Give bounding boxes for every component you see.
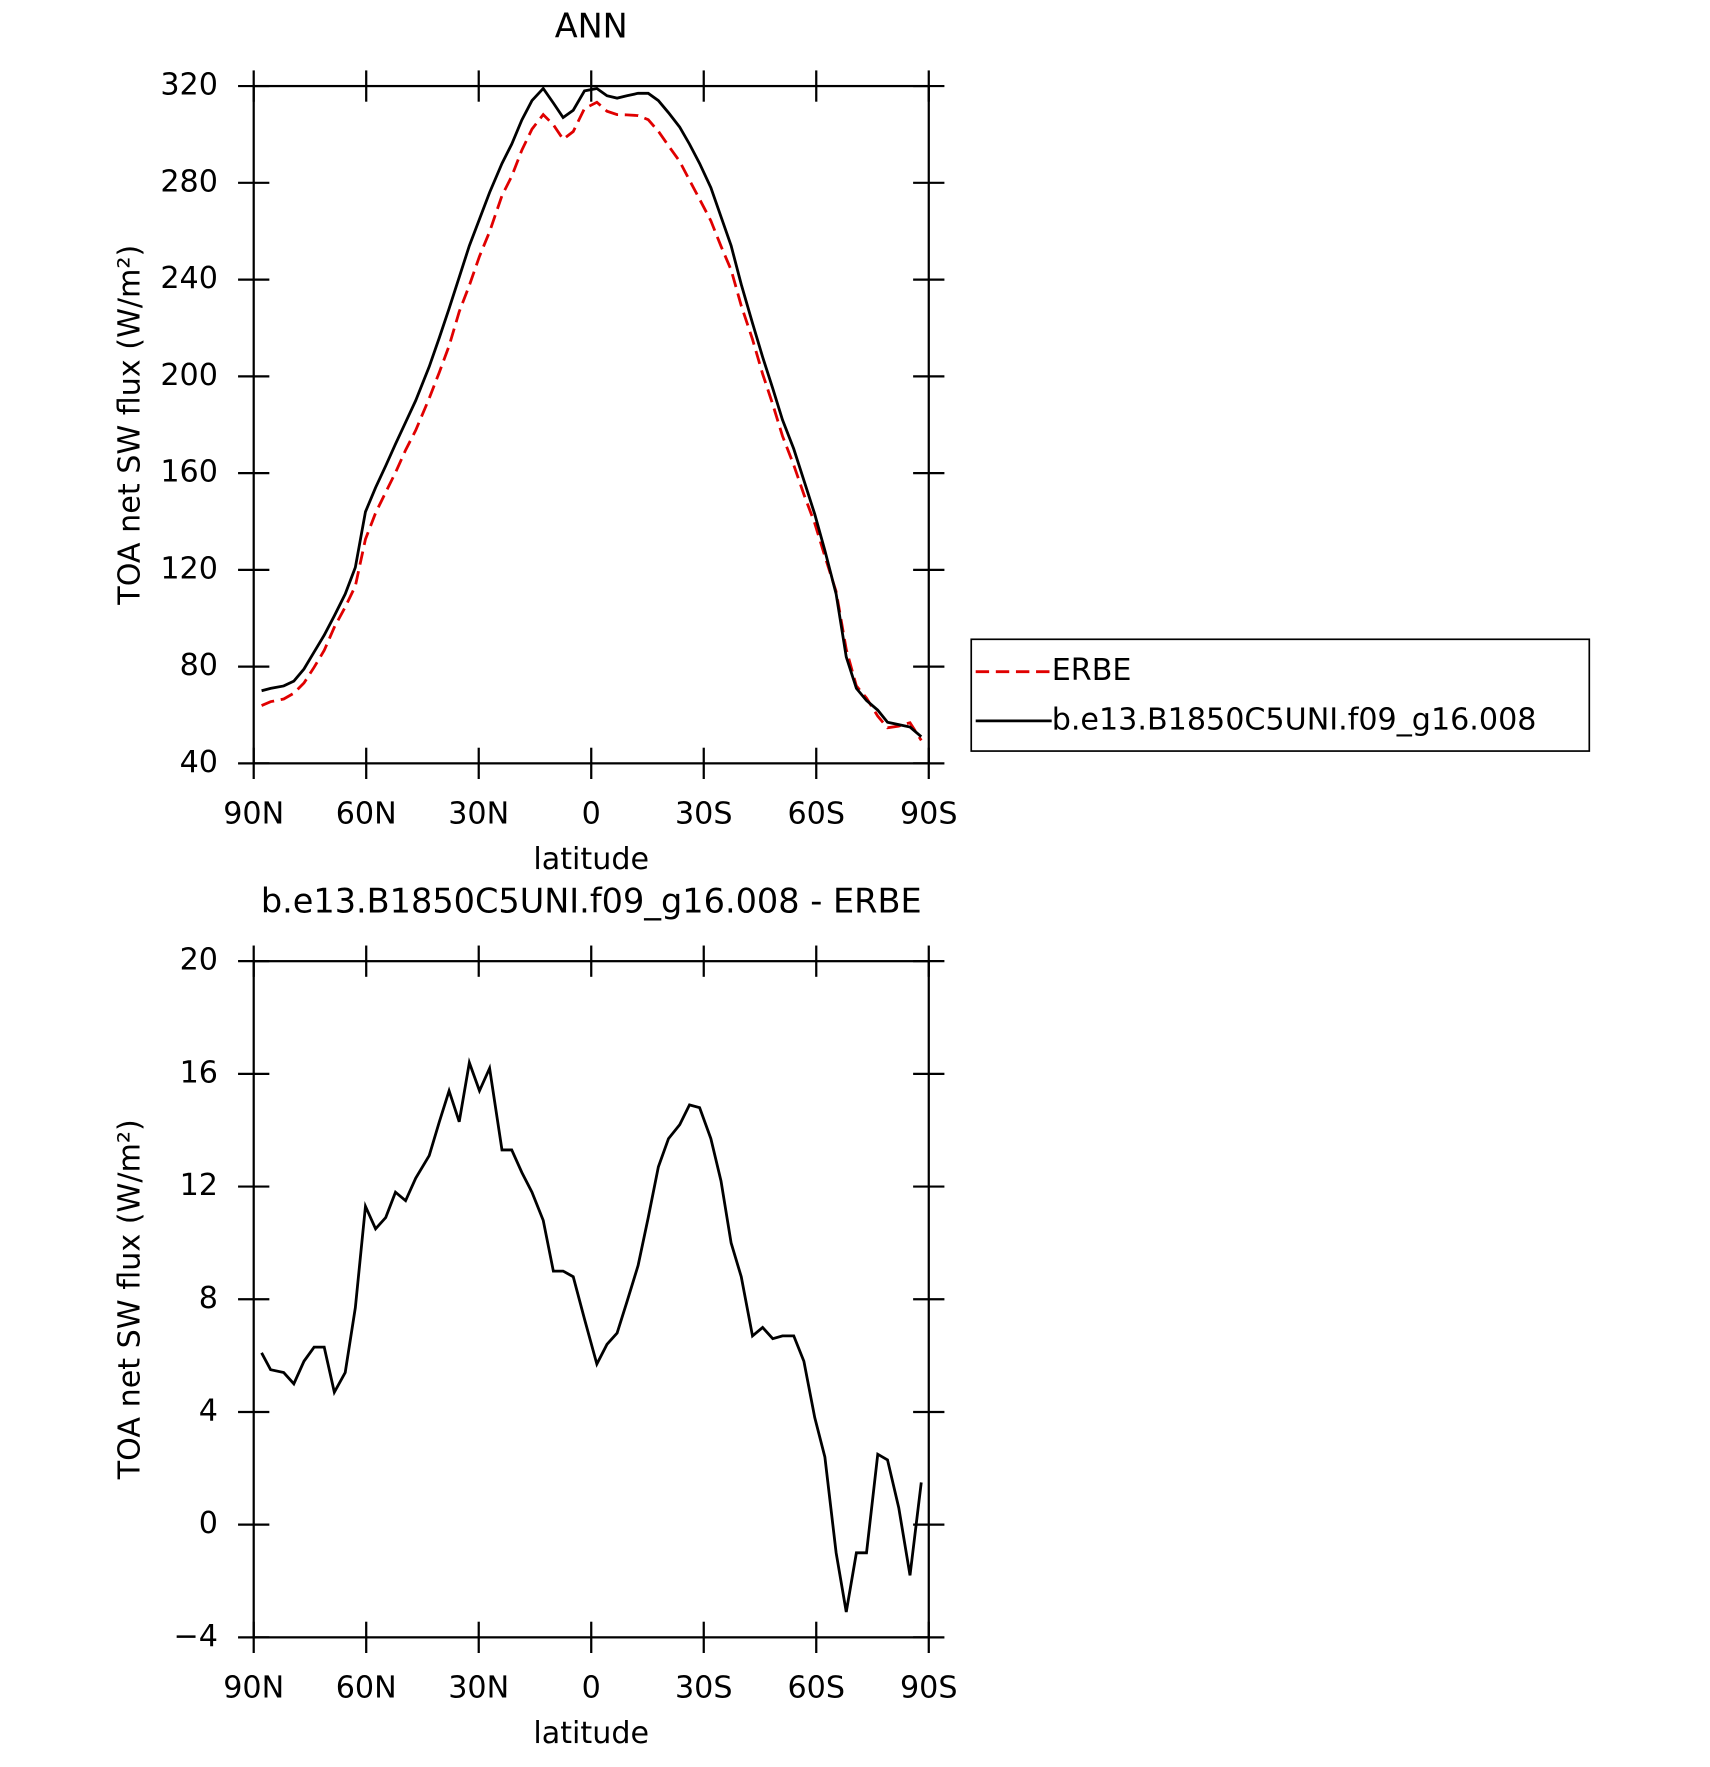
y-tick-label: 120 — [160, 551, 218, 586]
data-line — [261, 100, 923, 742]
x-tick-label: 90N — [223, 1670, 284, 1705]
y-tick-label: 12 — [180, 1168, 218, 1203]
x-tick-label: 0 — [582, 796, 601, 831]
y-tick-label: 8 — [199, 1281, 218, 1316]
y-tick-label: −4 — [173, 1619, 217, 1654]
x-axis-label: latitude — [533, 842, 649, 877]
x-tick-label: 0 — [582, 1670, 601, 1705]
x-tick-label: 60S — [787, 796, 845, 831]
chart-title: ANN — [555, 6, 628, 45]
legend-box — [970, 638, 1591, 752]
x-tick-label: 30S — [675, 796, 733, 831]
x-tick-label: 30N — [448, 1670, 509, 1705]
y-tick-label: 240 — [160, 261, 218, 296]
legend-label: b.e13.B1850C5UNI.f09_g16.008 — [1052, 702, 1537, 737]
x-tick-label: 30N — [448, 796, 509, 831]
x-axis-label: latitude — [533, 1716, 649, 1751]
y-tick-label: 200 — [160, 358, 218, 393]
x-tick-label: 90S — [900, 796, 958, 831]
chart-title: b.e13.B1850C5UNI.f09_g16.008 - ERBE — [261, 882, 922, 921]
plot-frame — [252, 84, 930, 765]
x-tick-label: 90S — [900, 1670, 958, 1705]
y-axis-label: TOA net SW flux (W/m²) — [112, 1119, 147, 1480]
y-tick-label: 80 — [180, 648, 218, 683]
y-tick-label: 0 — [199, 1506, 218, 1541]
y-tick-label: 280 — [160, 164, 218, 199]
x-tick-label: 60N — [336, 1670, 397, 1705]
x-tick-label: 60N — [336, 796, 397, 831]
y-tick-label: 320 — [160, 68, 218, 103]
data-line — [261, 86, 923, 738]
y-tick-label: 40 — [180, 745, 218, 780]
data-line — [260, 1057, 923, 1613]
x-tick-label: 90N — [223, 796, 284, 831]
x-tick-label: 30S — [675, 1670, 733, 1705]
y-tick-label: 16 — [180, 1055, 218, 1090]
legend-label: ERBE — [1052, 653, 1132, 688]
y-tick-label: 20 — [180, 943, 218, 978]
y-axis-label: TOA net SW flux (W/m²) — [112, 245, 147, 606]
y-tick-label: 4 — [199, 1393, 218, 1428]
x-tick-label: 60S — [787, 1670, 845, 1705]
y-tick-label: 160 — [160, 455, 218, 490]
